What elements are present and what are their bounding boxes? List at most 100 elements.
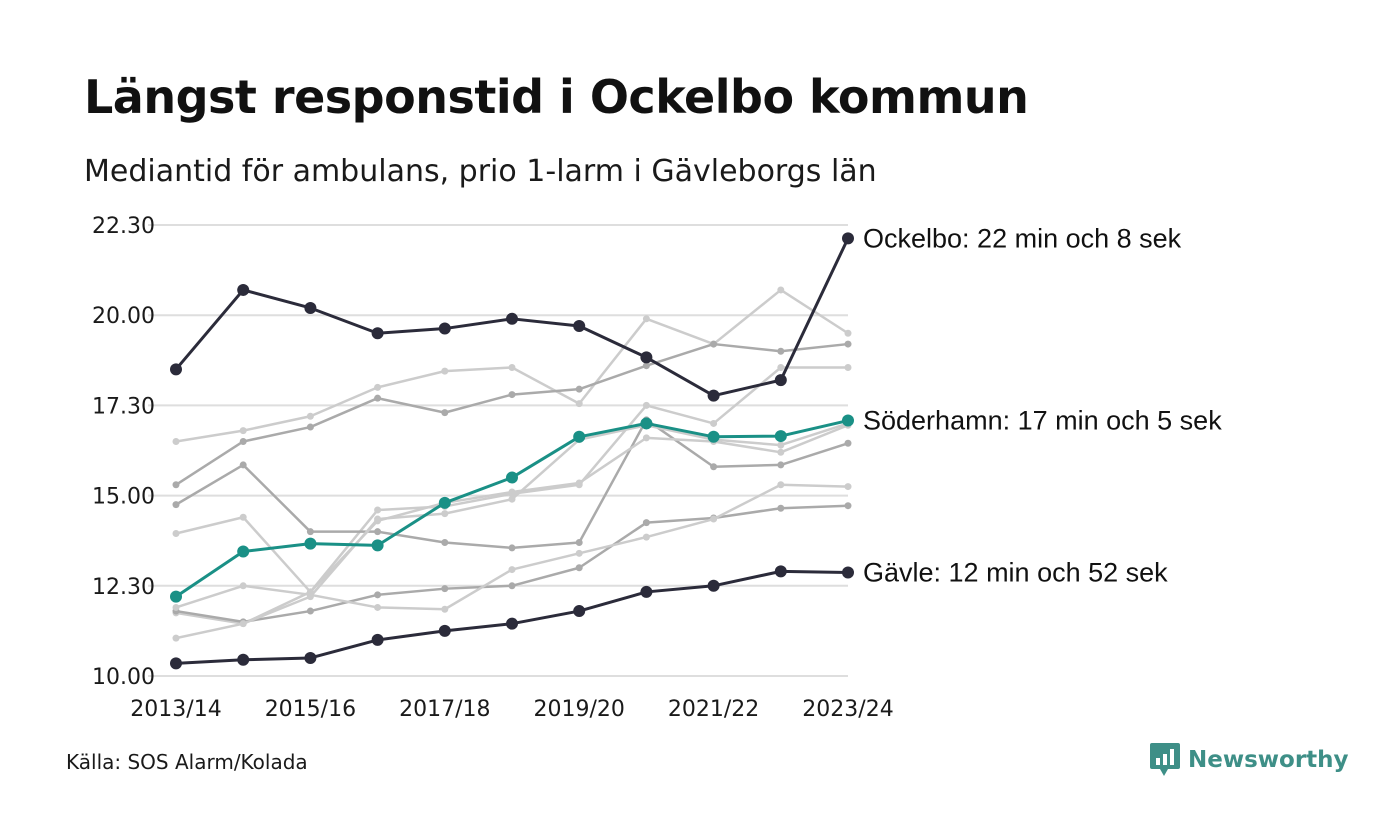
background-series-3-point xyxy=(172,529,180,537)
background-series-8-point xyxy=(239,620,247,628)
soderhamn-series-point xyxy=(707,430,720,443)
soderhamn-series-point xyxy=(842,414,854,427)
background-series-5 xyxy=(172,421,852,628)
x-tick-label: 2015/16 xyxy=(265,697,356,722)
soderhamn-series-point xyxy=(573,430,586,443)
series-labels: Ockelbo: 22 min och 8 sek Söderhamn: 17 m… xyxy=(863,223,1222,587)
background-series-5-point xyxy=(508,488,516,496)
background-series-5-point xyxy=(575,479,583,487)
background-series-5-point xyxy=(777,448,785,456)
x-tick-label: 2023/24 xyxy=(802,697,893,722)
background-series-1-point xyxy=(306,412,314,420)
background-series-4-point xyxy=(777,461,785,469)
gavle-series-point xyxy=(573,605,586,618)
gavle-series-point xyxy=(640,585,653,598)
gavle-series-point xyxy=(170,657,182,670)
ockelbo-series-point xyxy=(573,320,586,333)
background-series-8-point xyxy=(777,441,785,449)
x-tick-label: 2021/22 xyxy=(668,697,759,722)
gavle-series-point xyxy=(304,651,317,664)
y-tick-label: 17.30 xyxy=(92,394,155,419)
background-series-1-point xyxy=(239,427,247,435)
background-series-2-point xyxy=(172,481,180,489)
chart-subtitle: Mediantid för ambulans, prio 1-larm i Gä… xyxy=(84,154,877,189)
background-series-1 xyxy=(172,286,852,445)
background-series-4-point xyxy=(508,544,516,552)
background-series-2-point xyxy=(441,409,449,417)
background-series-4-point xyxy=(172,501,180,509)
background-series-6-point xyxy=(374,591,382,599)
ockelbo-series-point xyxy=(170,363,182,376)
background-series-2-point xyxy=(508,391,516,399)
background-series-8-point xyxy=(172,634,180,642)
soderhamn-label: Söderhamn: 17 min och 5 sek xyxy=(863,406,1222,436)
background-series-7-point xyxy=(508,566,516,574)
background-series-8-line xyxy=(175,422,849,640)
soderhamn-series-point xyxy=(170,590,182,603)
background-series-4-line xyxy=(175,418,849,550)
background-series-7-point xyxy=(777,481,785,489)
gavle-series-point xyxy=(707,579,720,592)
source-note: Källa: SOS Alarm/Kolada xyxy=(66,750,308,774)
background-series-6-point xyxy=(575,564,583,572)
background-series-4-point xyxy=(844,439,852,447)
y-tick-label: 10.00 xyxy=(92,665,155,690)
soderhamn-series-point xyxy=(304,537,317,550)
x-axis-tick-labels: 2013/14 2015/16 2017/18 2019/20 2021/22 2023/… xyxy=(130,697,893,722)
y-tick-label: 20.00 xyxy=(92,304,155,329)
background-series-6-point xyxy=(508,582,516,590)
brand-logo[interactable]: Newsworthy xyxy=(1150,743,1349,777)
background-series-5-line xyxy=(175,424,849,625)
x-tick-label: 2017/18 xyxy=(399,697,490,722)
ockelbo-series-point xyxy=(304,301,317,314)
background-series-1-point xyxy=(172,437,180,445)
soderhamn-series-point xyxy=(371,539,384,552)
highlighted-series-group xyxy=(170,232,854,670)
x-tick-label: 2013/14 xyxy=(130,697,221,722)
ockelbo-series-point xyxy=(842,232,854,245)
background-series-4-point xyxy=(710,463,718,471)
background-series-6-point xyxy=(844,502,852,510)
background-series-6-point xyxy=(441,585,449,593)
background-series-2-point xyxy=(306,423,314,431)
background-series-1-point xyxy=(575,400,583,408)
background-series-1-point xyxy=(844,329,852,337)
background-series-7-point xyxy=(710,515,718,523)
background-series-7-point xyxy=(575,549,583,557)
background-series-6-point xyxy=(306,607,314,615)
newsworthy-logo-icon xyxy=(1150,743,1180,776)
background-series-1-point xyxy=(777,286,785,294)
soderhamn-series-point xyxy=(438,496,451,509)
background-series-1-point xyxy=(374,383,382,391)
background-series-2-point xyxy=(239,437,247,445)
soderhamn-series-point xyxy=(640,417,653,430)
background-series-8-point xyxy=(508,495,516,503)
background-series-2-point xyxy=(642,362,650,370)
background-series-3-point xyxy=(239,513,247,521)
y-tick-label: 22.30 xyxy=(92,214,155,239)
background-series-1-point xyxy=(441,367,449,375)
background-series-6-point xyxy=(642,519,650,527)
background-series-2-point xyxy=(374,394,382,402)
background-series-1-point xyxy=(508,364,516,372)
gavle-series-point xyxy=(774,565,787,578)
gavle-series-point xyxy=(237,653,250,666)
background-series-3-point xyxy=(710,419,718,427)
gavle-series-point xyxy=(438,624,451,637)
soderhamn-series xyxy=(170,414,854,603)
background-series-3-point xyxy=(374,506,382,514)
background-series-7-point xyxy=(642,533,650,541)
background-series-2-point xyxy=(777,347,785,355)
background-series-4-point xyxy=(239,461,247,469)
background-series-5-point xyxy=(642,434,650,442)
background-series-2-point xyxy=(710,340,718,348)
background-series-3-point xyxy=(642,401,650,409)
background-series-2-point xyxy=(844,340,852,348)
background-series-4 xyxy=(172,416,852,552)
ockelbo-series xyxy=(170,232,854,402)
gavle-series-point xyxy=(371,633,384,646)
background-series-4-point xyxy=(374,528,382,536)
soderhamn-series-point xyxy=(774,430,787,443)
background-series-3-point xyxy=(844,364,852,372)
